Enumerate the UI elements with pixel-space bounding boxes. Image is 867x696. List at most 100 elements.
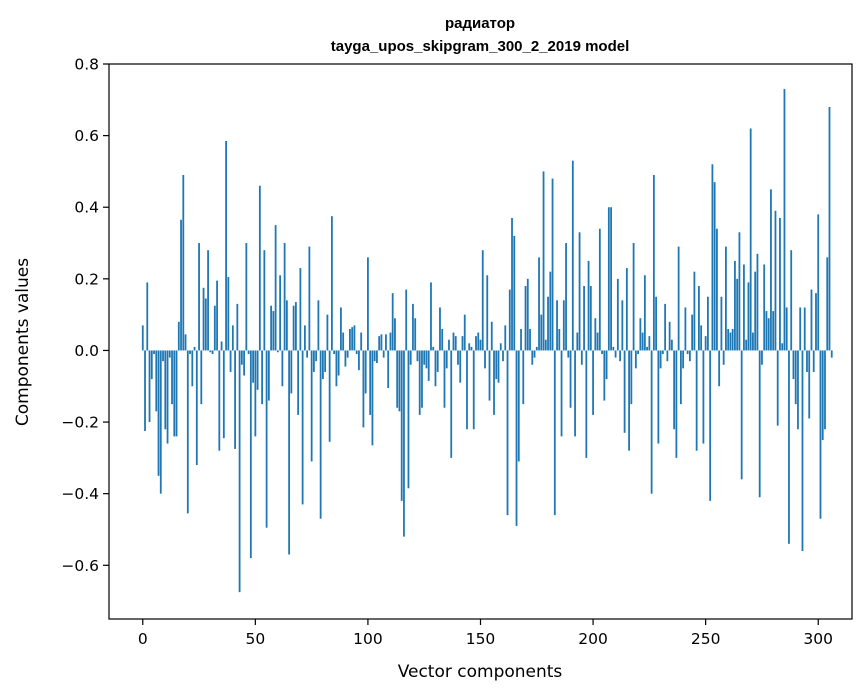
bar-232	[664, 303, 667, 351]
bar-279	[770, 189, 772, 351]
bar-94	[353, 325, 356, 351]
bar-56	[267, 350, 270, 401]
bar-238	[677, 246, 680, 351]
bar-270	[749, 128, 752, 351]
y-tick-label: −0.6	[61, 557, 99, 575]
bar-112	[394, 318, 396, 351]
bar-50	[254, 350, 257, 437]
bar-132	[439, 307, 441, 351]
bar-243	[688, 350, 691, 362]
bar-118	[407, 350, 410, 489]
bar-161	[504, 325, 507, 351]
bar-100	[367, 257, 369, 351]
bar-257	[720, 296, 723, 351]
bar-221	[639, 318, 642, 351]
bar-150	[479, 339, 482, 351]
bar-216	[628, 350, 630, 451]
bar-88	[340, 307, 342, 351]
bar-78	[317, 300, 320, 351]
bar-247	[698, 286, 700, 351]
bar-233	[666, 350, 669, 362]
bar-246	[695, 350, 698, 451]
bar-15	[175, 350, 178, 437]
bar-120	[412, 303, 414, 351]
bar-62	[281, 350, 284, 387]
bar-292	[799, 307, 802, 351]
bar-9	[162, 350, 164, 362]
plot-frame	[108, 63, 853, 620]
bar-277	[765, 311, 768, 351]
bar-239	[679, 350, 682, 405]
chart-title: радиатор	[445, 15, 515, 32]
bar-179	[544, 339, 547, 351]
bar-284	[781, 343, 784, 351]
bar-220	[637, 350, 640, 355]
bar-206	[605, 350, 608, 380]
bar-70	[299, 268, 302, 351]
bar-178	[542, 171, 545, 351]
bar-166	[515, 350, 518, 526]
bar-226	[650, 350, 653, 494]
bar-58	[272, 311, 275, 351]
bar-205	[603, 350, 606, 401]
bar-236	[673, 350, 676, 430]
y-tick-label: 0.2	[74, 270, 99, 288]
bar-211	[616, 278, 619, 351]
x-axis-label: Vector components	[398, 662, 563, 682]
bar-269	[747, 282, 750, 351]
bar-149	[477, 332, 480, 351]
bar-55	[265, 350, 268, 528]
y-tick-label: −0.4	[61, 485, 99, 503]
bar-255	[716, 228, 718, 351]
bar-137	[450, 350, 453, 458]
bar-278	[767, 318, 770, 351]
bar-34	[218, 350, 221, 451]
bar-229	[657, 350, 660, 444]
bar-282	[776, 350, 779, 426]
bar-73	[306, 350, 309, 358]
bar-52	[258, 185, 261, 351]
bar-290	[794, 350, 797, 405]
bar-242	[686, 350, 689, 355]
bar-46	[245, 243, 248, 351]
x-tick-label: 200	[578, 630, 608, 648]
bar-67	[292, 305, 295, 351]
bar-66	[290, 350, 293, 394]
bar-172	[529, 328, 531, 351]
bar-208	[610, 207, 612, 351]
bar-3	[148, 350, 151, 423]
bar-6	[155, 350, 158, 412]
bar-297	[810, 289, 813, 351]
bar-140	[457, 350, 459, 365]
bar-48	[249, 350, 252, 559]
bar-69	[297, 350, 300, 415]
bar-37	[225, 140, 227, 351]
bar-157	[495, 350, 498, 380]
bar-271	[752, 332, 754, 351]
bar-296	[808, 350, 811, 419]
bar-253	[711, 164, 714, 351]
bar-169	[522, 350, 525, 405]
bar-63	[283, 243, 286, 351]
bar-165	[513, 235, 516, 351]
bar-110	[389, 332, 392, 351]
bar-61	[279, 275, 282, 351]
bar-201	[594, 318, 597, 351]
bar-215	[625, 268, 628, 351]
bar-263	[734, 260, 736, 351]
bar-207	[607, 207, 610, 351]
bar-125	[423, 350, 426, 365]
bar-31	[211, 350, 214, 355]
bar-79	[319, 350, 322, 519]
bar-159	[499, 343, 502, 351]
bar-123	[418, 350, 421, 415]
bar-171	[526, 278, 529, 351]
bar-224	[646, 346, 649, 351]
x-tick-label: 250	[691, 630, 721, 648]
bar-119	[409, 350, 412, 365]
bar-155	[490, 321, 493, 351]
bar-133	[441, 328, 444, 351]
bar-76	[312, 350, 315, 372]
bar-122	[416, 350, 419, 362]
bar-60	[276, 350, 279, 353]
